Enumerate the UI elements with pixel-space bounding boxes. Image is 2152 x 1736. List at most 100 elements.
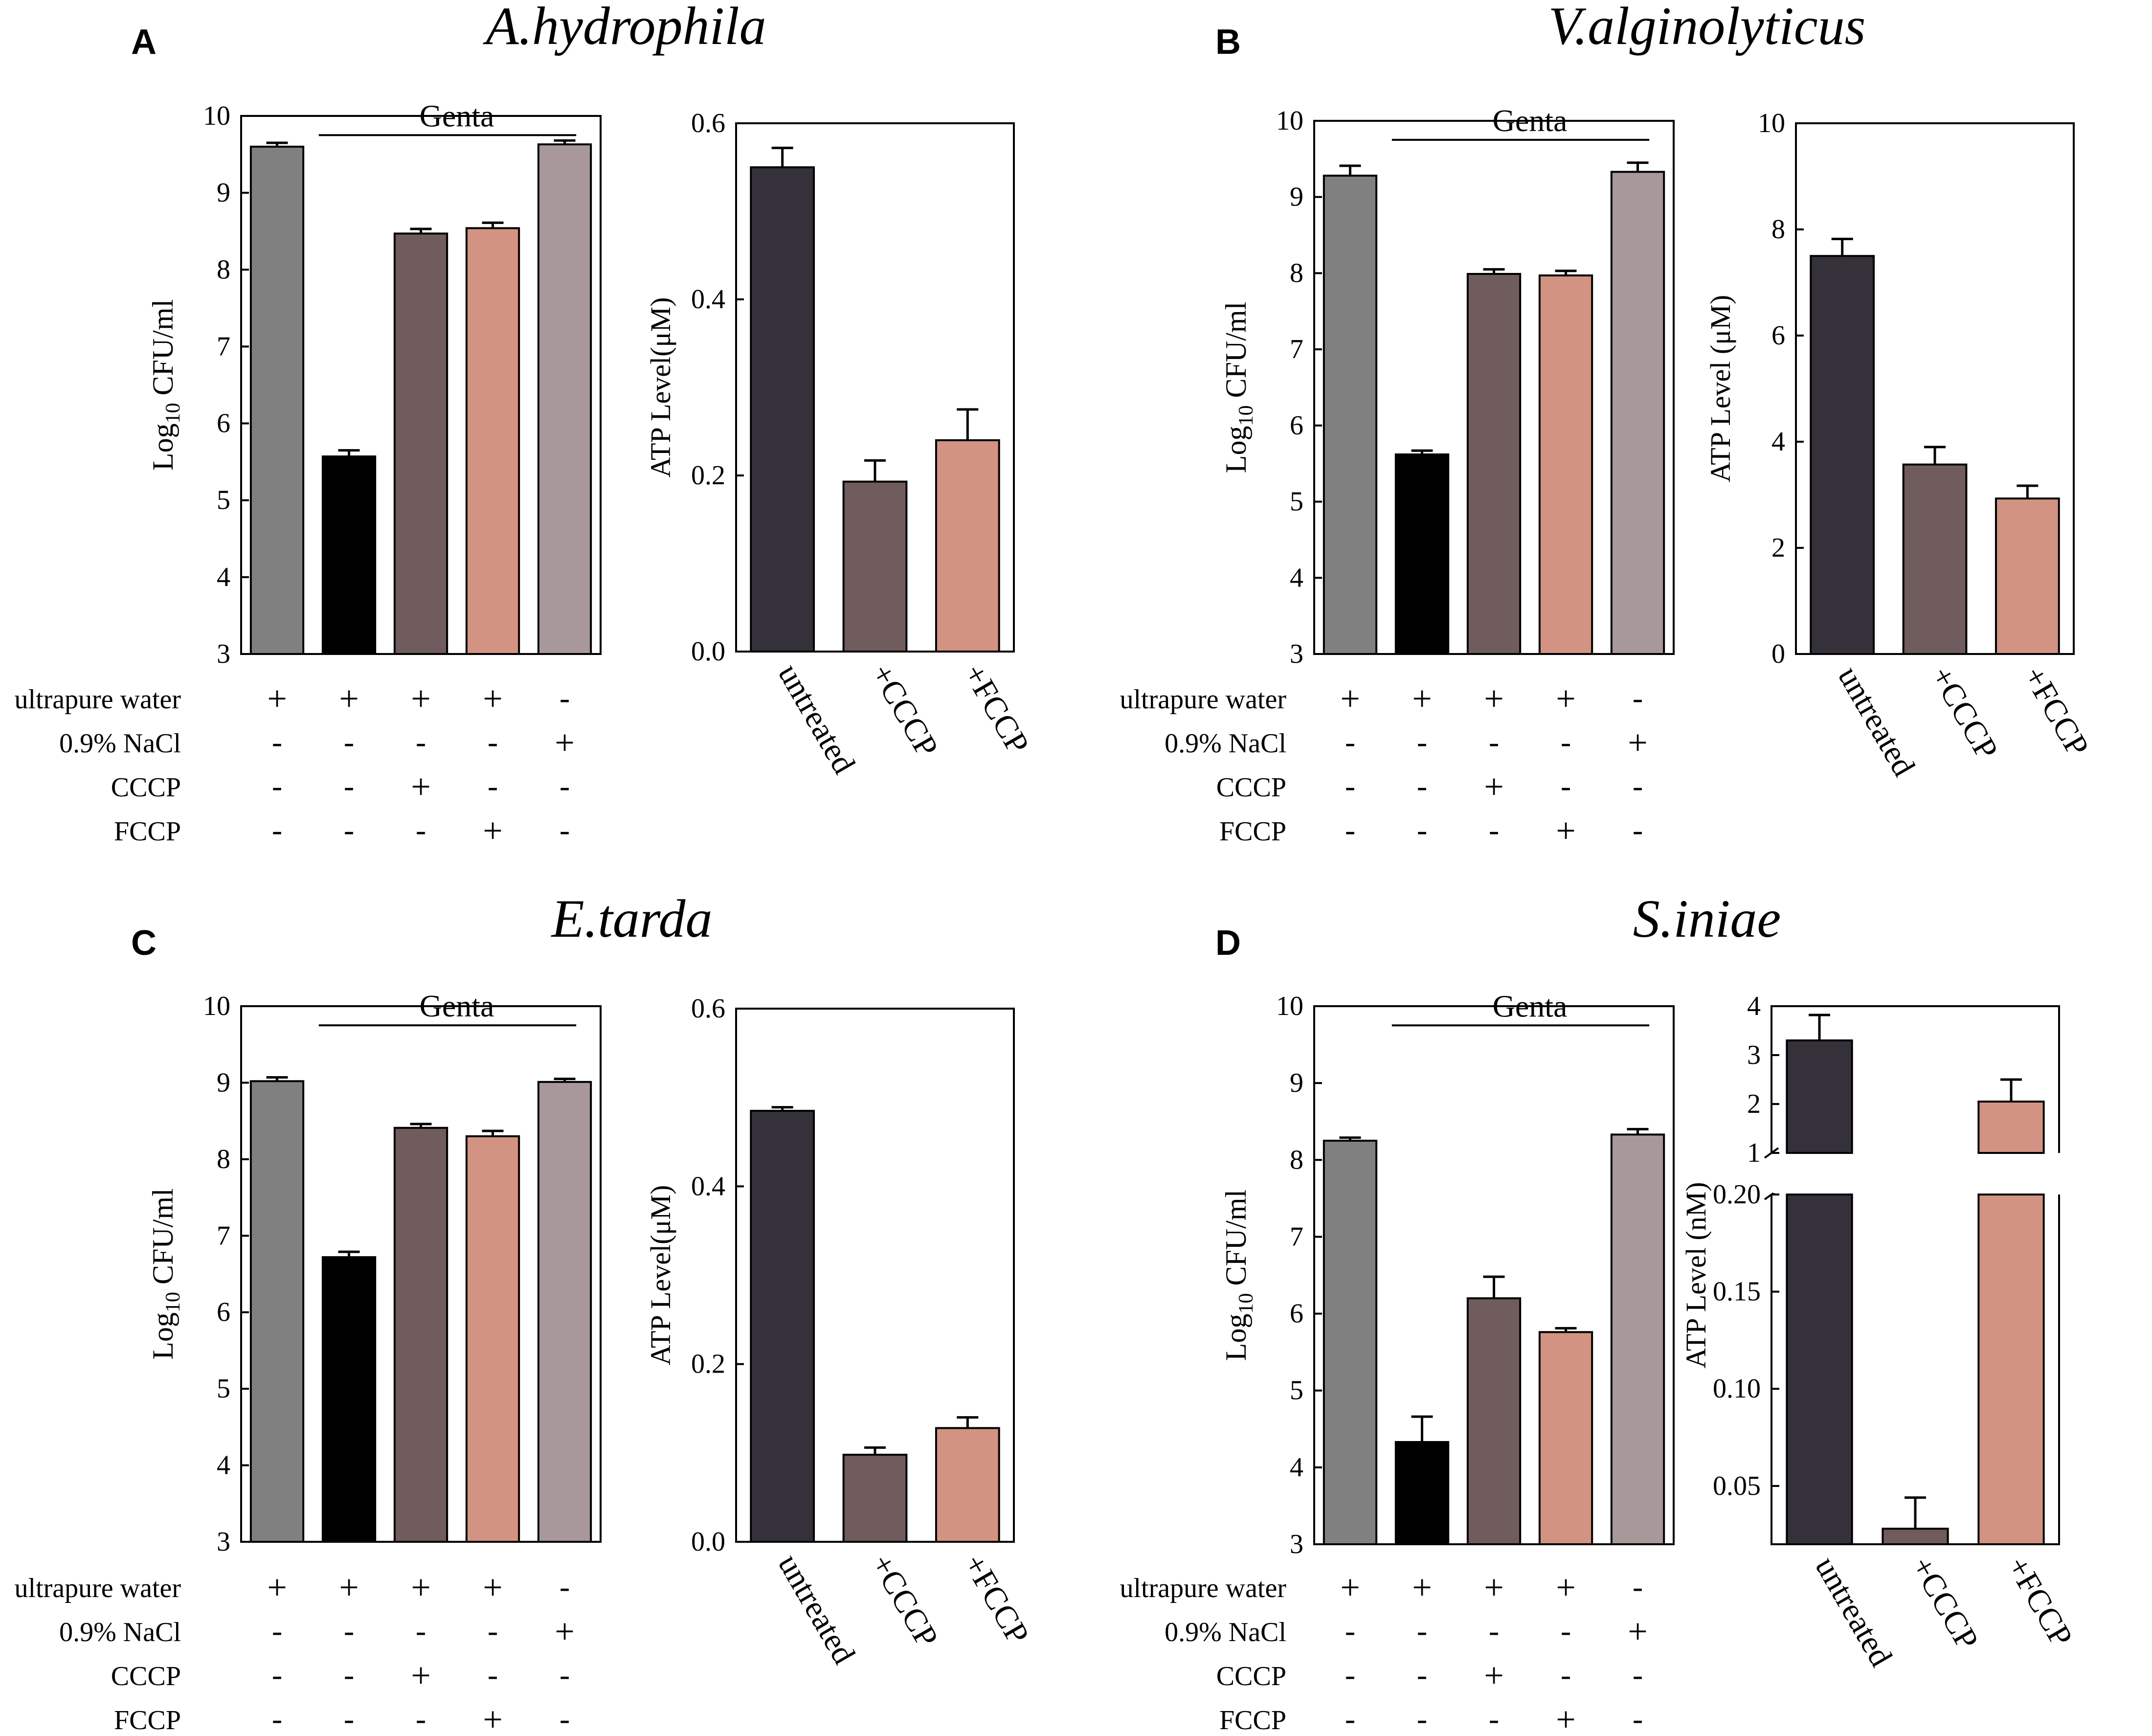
- minus-sign: -: [488, 1657, 498, 1692]
- bar-3: [1466, 272, 1522, 655]
- genta-label: Genta: [1493, 103, 1568, 138]
- y-axis-label: Log10 CFU/ml: [1220, 1190, 1257, 1361]
- plus-sign: +: [555, 1612, 575, 1651]
- panel-letter: D: [1215, 924, 1241, 963]
- plus-sign: +: [555, 723, 575, 762]
- category-label: +CCCP: [1904, 1551, 1985, 1656]
- plus-sign: +: [483, 679, 503, 718]
- minus-sign: -: [1633, 1657, 1643, 1692]
- row-label: CCCP: [111, 772, 181, 803]
- minus-sign: -: [1417, 1613, 1427, 1648]
- row-label: FCCP: [114, 816, 181, 847]
- plus-sign: +: [339, 1568, 359, 1607]
- plus-sign: +: [411, 1656, 431, 1695]
- bar-1: [750, 166, 815, 653]
- minus-sign: -: [1345, 812, 1355, 847]
- minus-sign: -: [1345, 1613, 1355, 1648]
- y-tick-label: 4: [1771, 427, 1785, 457]
- y-tick-label: 10: [1276, 991, 1303, 1021]
- y-tick-label: 0.05: [1713, 1471, 1761, 1501]
- cfu-chart-C: 3 4 5 6 7 8 9 10 Log10 CFU/ml Genta ultrapure wate…: [15, 989, 602, 1736]
- plus-sign: +: [267, 679, 287, 718]
- y-tick-label: 10: [203, 101, 230, 131]
- minus-sign: -: [344, 1657, 354, 1692]
- row-label: CCCP: [111, 1661, 181, 1691]
- bar-2: [842, 1453, 908, 1543]
- minus-sign: -: [272, 724, 282, 759]
- minus-sign: -: [1489, 1701, 1499, 1736]
- minus-sign: -: [1345, 724, 1355, 759]
- minus-sign: -: [416, 1613, 426, 1648]
- minus-sign: -: [344, 724, 354, 759]
- y-tick-label: 4: [1290, 1452, 1303, 1483]
- y-tick-label: 4: [1747, 991, 1761, 1021]
- y-axis-label: Log10 CFU/ml: [1220, 302, 1257, 473]
- row-label: FCCP: [1219, 1705, 1286, 1736]
- y-tick-label: 0.0: [691, 1527, 725, 1557]
- bar-2: [321, 455, 377, 655]
- y-tick-label: 6: [1290, 410, 1303, 441]
- category-label: +CCCP: [864, 1548, 945, 1653]
- bar-2: [1394, 1441, 1450, 1545]
- category-label: +FCCP: [2016, 660, 2096, 763]
- y-tick-label: 6: [217, 1297, 230, 1328]
- minus-sign: -: [1489, 1613, 1499, 1648]
- bar-2: [842, 480, 908, 653]
- y-tick-label: 5: [1290, 487, 1303, 517]
- y-tick-label: 0.20: [1713, 1179, 1761, 1210]
- minus-sign: -: [1633, 1569, 1643, 1604]
- bar-4: [1538, 1331, 1593, 1545]
- minus-sign: -: [560, 1657, 570, 1692]
- plus-sign: +: [411, 1568, 431, 1607]
- bar-2: [1394, 453, 1450, 655]
- bar-3: [393, 232, 448, 655]
- bar-2: [1902, 463, 1968, 655]
- cfu-chart-B: 3 4 5 6 7 8 9 10 Log10 CFU/ml Genta ultrapure wate…: [1120, 103, 1675, 850]
- minus-sign: -: [344, 812, 354, 847]
- plus-sign: +: [1628, 1612, 1648, 1651]
- panel-letter: C: [131, 924, 157, 963]
- genta-label: Genta: [1493, 989, 1568, 1023]
- minus-sign: -: [416, 812, 426, 847]
- minus-sign: -: [1633, 768, 1643, 803]
- plus-sign: +: [1628, 723, 1648, 762]
- y-axis-label: Log10 CFU/ml: [147, 1188, 184, 1359]
- bar-1-lower: [1786, 1194, 1853, 1545]
- y-tick-label: 2: [1747, 1089, 1761, 1119]
- plus-sign: +: [339, 679, 359, 718]
- panel-letter: B: [1215, 23, 1241, 62]
- bar-5: [537, 1081, 592, 1543]
- minus-sign: -: [488, 768, 498, 803]
- bar-1: [249, 145, 305, 655]
- category-label: untreated: [1808, 1551, 1899, 1672]
- category-label: +FCCP: [2000, 1551, 2080, 1653]
- category-label: +CCCP: [864, 658, 945, 763]
- row-label: 0.9% NaCl: [59, 1617, 181, 1647]
- bar-1-upper: [1786, 1039, 1853, 1154]
- y-axis-label: ATP Level(μM): [645, 297, 676, 478]
- y-tick-label: 3: [217, 639, 230, 669]
- y-tick-label: 4: [1290, 563, 1303, 593]
- plus-sign: +: [483, 1700, 503, 1736]
- atp-chart-C: 0.0 0.2 0.4 0.6 ATP Level(μM) untreated +CCCP +…: [645, 993, 1036, 1670]
- panel-title: E.tarda: [551, 889, 713, 948]
- plus-sign: +: [1556, 1700, 1576, 1736]
- minus-sign: -: [488, 1613, 498, 1648]
- minus-sign: -: [416, 724, 426, 759]
- minus-sign: -: [344, 768, 354, 803]
- row-label: 0.9% NaCl: [1165, 1617, 1286, 1647]
- bar-1: [249, 1080, 305, 1543]
- bar-4: [465, 1135, 520, 1543]
- minus-sign: -: [1633, 1701, 1643, 1736]
- row-label: FCCP: [114, 1705, 181, 1736]
- category-label: untreated: [771, 1548, 862, 1670]
- plus-sign: +: [267, 1568, 287, 1607]
- y-tick-label: 3: [1290, 639, 1303, 669]
- minus-sign: -: [272, 1613, 282, 1648]
- minus-sign: -: [1633, 680, 1643, 715]
- y-tick-label: 10: [1276, 106, 1303, 136]
- plus-sign: +: [1340, 679, 1360, 718]
- y-axis-label: ATP Level (nM): [1680, 1182, 1712, 1368]
- minus-sign: -: [272, 812, 282, 847]
